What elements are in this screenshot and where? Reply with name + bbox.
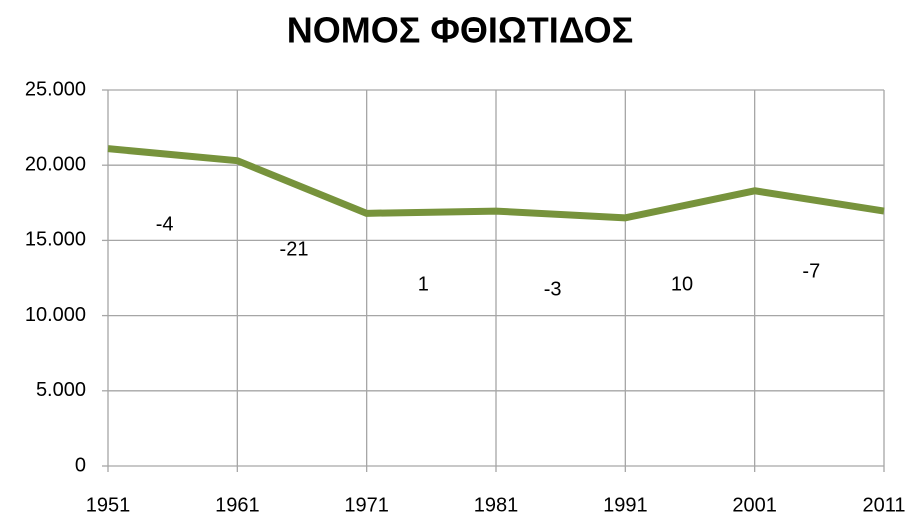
data-line [107,145,885,222]
y-tick-label: 25.000 [25,78,86,100]
x-tick-label: 1991 [603,494,648,516]
y-tick-label: 5.000 [36,379,86,401]
annotation: -7 [802,260,820,282]
chart-title: ΝΟΜΟΣ ΦΘΙΩΤΙΔΟΣ [287,10,634,51]
x-tick-label: 1971 [344,494,389,516]
annotation: 10 [671,273,693,295]
annotation: 1 [418,273,429,295]
x-tick-label: 2011 [862,494,905,516]
annotation: -3 [544,278,562,300]
x-tick-label: 1981 [474,494,519,516]
y-tick-label: 10.000 [25,304,86,326]
y-tick-label: 20.000 [25,153,86,175]
y-tick-label: 15.000 [25,229,86,251]
annotation: -21 [280,238,309,260]
x-tick-label: 1951 [86,494,131,516]
x-tick-label: 1961 [215,494,260,516]
x-tick-label: 2001 [732,494,777,516]
y-tick-label: 0 [75,454,86,476]
annotation: -4 [156,213,174,235]
